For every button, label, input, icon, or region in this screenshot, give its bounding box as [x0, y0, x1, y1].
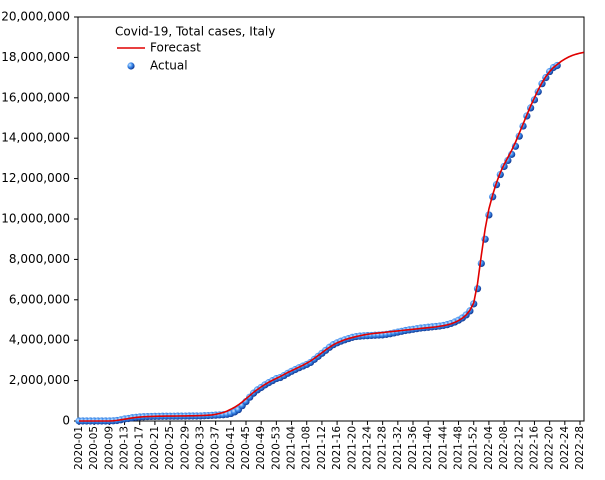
- x-tick-label: 2021-44: [437, 426, 449, 470]
- y-tick-label: 0: [62, 414, 70, 428]
- x-tick-label: 2022-20: [544, 426, 556, 470]
- legend-title: Covid-19, Total cases, Italy: [115, 25, 275, 39]
- y-tick-label: 16,000,000: [1, 90, 70, 104]
- x-tick-label: 2021-40: [422, 426, 434, 470]
- x-tick-label: 2020-09: [103, 426, 115, 470]
- x-tick-label: 2020-49: [255, 426, 267, 470]
- y-tick-label: 4,000,000: [9, 333, 70, 347]
- x-tick-label: 2021-48: [453, 426, 465, 470]
- x-tick-label: 2020-05: [88, 426, 100, 470]
- x-tick-label: 2022-24: [559, 426, 571, 470]
- y-tick-label: 18,000,000: [1, 50, 70, 64]
- y-tick-label: 20,000,000: [1, 10, 70, 24]
- legend-marker: [127, 62, 135, 70]
- y-tick-label: 12,000,000: [1, 171, 70, 185]
- x-tick-label: 2020-29: [179, 426, 191, 470]
- y-tick-label: 2,000,000: [9, 373, 70, 387]
- x-tick-label: 2021-04: [286, 426, 298, 470]
- x-tick-label: 2021-12: [316, 426, 328, 470]
- x-tick-label: 2020-17: [134, 426, 146, 470]
- y-tick-label: 10,000,000: [1, 212, 70, 226]
- x-tick-label: 2020-37: [210, 426, 222, 470]
- legend-label: Actual: [150, 59, 188, 73]
- x-tick-label: 2021-52: [468, 426, 480, 470]
- y-tick-label: 14,000,000: [1, 131, 70, 145]
- x-tick-label: 2020-53: [270, 426, 282, 470]
- x-tick-label: 2020-13: [119, 426, 131, 470]
- x-tick-label: 2021-20: [346, 426, 358, 470]
- x-tick-label: 2021-32: [392, 426, 404, 470]
- x-tick-label: 2021-16: [331, 426, 343, 470]
- x-tick-label: 2022-04: [483, 426, 495, 470]
- x-tick-label: 2022-12: [513, 426, 525, 470]
- x-tick-label: 2022-08: [498, 426, 510, 470]
- x-tick-label: 2020-41: [225, 426, 237, 470]
- x-tick-label: 2020-33: [194, 426, 206, 470]
- x-tick-label: 2020-45: [240, 426, 252, 470]
- x-tick-label: 2020-21: [149, 426, 161, 470]
- y-tick-label: 6,000,000: [9, 292, 70, 306]
- x-tick-label: 2020-01: [73, 426, 85, 470]
- plot-frame: [77, 16, 585, 422]
- x-tick-label: 2021-36: [407, 426, 419, 470]
- x-tick-label: 2021-24: [361, 426, 373, 470]
- x-tick-label: 2020-25: [164, 426, 176, 470]
- y-tick-label: 8,000,000: [9, 252, 70, 266]
- x-tick-label: 2021-08: [301, 426, 313, 470]
- legend-label: Forecast: [150, 41, 201, 55]
- forecast-line: [79, 51, 584, 422]
- x-tick-label: 2022-28: [574, 426, 586, 470]
- x-tick-label: 2021-28: [377, 426, 389, 470]
- x-tick-label: 2022-16: [528, 426, 540, 470]
